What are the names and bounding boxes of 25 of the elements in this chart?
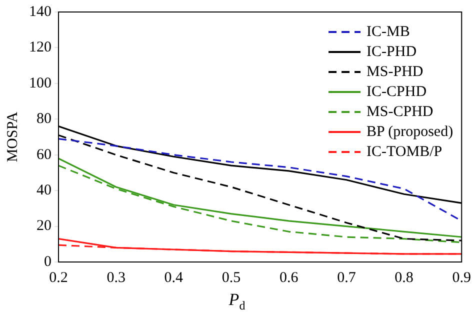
y-tick-label: 120 bbox=[29, 40, 52, 56]
y-tick-label: 40 bbox=[36, 182, 52, 199]
y-tick-label: 20 bbox=[36, 218, 52, 234]
y-tick-label: 100 bbox=[29, 75, 52, 92]
x-tick-label: 0.7 bbox=[337, 270, 356, 286]
x-tick-label: 0.8 bbox=[394, 270, 414, 286]
y-tick-label: 80 bbox=[36, 111, 52, 128]
legend-label: IC-PHD bbox=[366, 44, 417, 60]
x-tick-label: 0.6 bbox=[279, 270, 299, 286]
legend-label: IC-CPHD bbox=[366, 84, 427, 100]
legend-label: MS-PHD bbox=[366, 64, 424, 80]
x-tick-label: 0.4 bbox=[164, 270, 184, 286]
y-tick-label: 140 bbox=[29, 4, 52, 20]
y-axis-title: MOSPA bbox=[4, 112, 21, 162]
x-tick-label: 0.2 bbox=[49, 270, 68, 286]
x-tick-label: 0.9 bbox=[452, 270, 471, 286]
y-tick-label: 0 bbox=[44, 254, 52, 270]
x-tick-label: 0.3 bbox=[106, 270, 126, 286]
legend-label: MS-CPHD bbox=[366, 104, 434, 120]
y-tick-label: 60 bbox=[36, 146, 52, 163]
x-axis-title: P$_{d}$ bbox=[228, 290, 246, 314]
x-tick-label: 0.5 bbox=[222, 270, 241, 286]
legend-label: IC-MB bbox=[366, 24, 410, 40]
legend-label: BP (proposed) bbox=[366, 124, 454, 140]
legend-label: IC-TOMB/P bbox=[366, 144, 442, 160]
